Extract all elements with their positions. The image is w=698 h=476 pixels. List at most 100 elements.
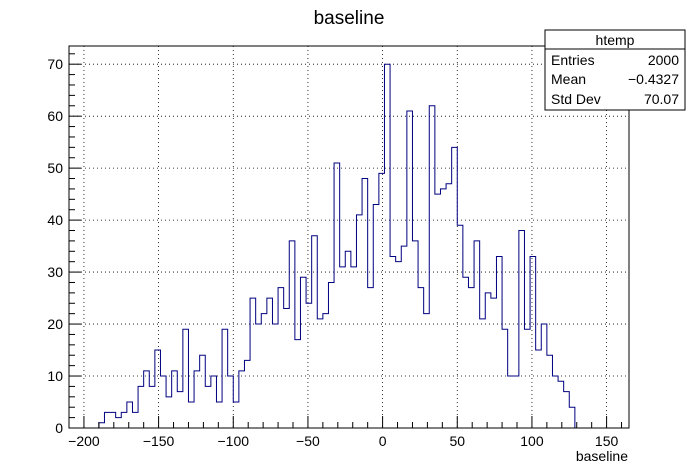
histogram-bin — [368, 288, 374, 428]
histogram-bin — [424, 314, 430, 428]
histogram-bin — [261, 314, 267, 428]
x-axis: −200 −150 −100 −50 0 50 100 150 — [68, 416, 623, 449]
histogram-bin — [429, 106, 435, 428]
histogram-bin — [116, 418, 122, 428]
histogram-bin — [256, 324, 262, 428]
x-tick-label: 50 — [449, 433, 465, 449]
histogram-bin — [457, 225, 463, 428]
y-tick-label: 20 — [47, 316, 63, 332]
histogram-bin — [530, 256, 536, 428]
histogram-bin — [362, 179, 368, 428]
histogram-bin — [569, 407, 575, 428]
histogram-bin — [356, 215, 362, 428]
histogram-bin — [194, 371, 200, 428]
histogram-bin — [334, 163, 340, 428]
plot-frame — [68, 45, 630, 429]
histogram-bin — [480, 319, 486, 428]
histogram-bin — [278, 288, 284, 428]
histogram-bin — [524, 329, 530, 428]
histogram-bin — [502, 329, 508, 428]
histogram-bin — [496, 256, 502, 428]
histogram-bin — [340, 267, 346, 428]
histogram-bin — [446, 184, 452, 428]
histogram-bin — [183, 329, 189, 428]
histogram-bin — [373, 205, 379, 428]
histogram-bin — [384, 64, 390, 428]
y-tick-label: 30 — [47, 264, 63, 280]
histogram-bin — [149, 386, 155, 428]
histogram-bin — [407, 111, 413, 428]
histogram-bin — [284, 308, 290, 428]
histogram-bin — [323, 314, 329, 428]
histogram-bin — [267, 298, 273, 428]
stats-mean-label: Mean — [551, 71, 586, 87]
histogram-bin — [491, 298, 497, 428]
stats-entries-value: 2000 — [648, 52, 679, 68]
stats-stddev-label: Std Dev — [551, 91, 601, 107]
y-tick-label: 70 — [47, 56, 63, 72]
x-tick-label: −200 — [68, 433, 100, 449]
x-tick-label: 0 — [379, 433, 387, 449]
histogram-line — [98, 63, 581, 429]
histogram-bin — [104, 412, 110, 428]
y-axis: 0 10 20 30 40 50 60 70 — [47, 53, 81, 436]
y-tick-label: 0 — [55, 420, 63, 436]
histogram — [98, 63, 581, 429]
histogram-bin — [345, 251, 351, 428]
x-tick-label: 150 — [595, 433, 619, 449]
histogram-bin — [468, 288, 474, 428]
histogram-bin — [317, 319, 323, 428]
histogram-bin — [138, 386, 144, 428]
histogram-bin — [351, 267, 357, 428]
histogram-bin — [155, 350, 161, 428]
histogram-bin — [216, 402, 222, 428]
x-tick-label: 100 — [520, 433, 544, 449]
x-tick-label: −100 — [217, 433, 249, 449]
x-axis-title: baseline — [576, 448, 628, 464]
histogram-bin — [166, 397, 172, 428]
histogram-bin — [435, 194, 441, 428]
histogram-bin — [110, 412, 116, 428]
histogram-bin — [440, 189, 446, 428]
histogram-bin — [552, 376, 558, 428]
histogram-bin — [239, 371, 245, 428]
histogram-bin — [474, 241, 480, 428]
histogram-bin — [233, 402, 239, 428]
histogram-bin — [312, 236, 318, 428]
histogram-bin — [547, 355, 553, 428]
histogram-bin — [295, 340, 301, 428]
histogram-bin — [379, 173, 385, 428]
stats-box-frame — [544, 29, 686, 111]
histogram-bin — [564, 392, 570, 428]
histogram-bin — [452, 147, 458, 428]
chart-title: baseline — [314, 8, 385, 29]
histogram-bin — [401, 246, 407, 428]
histogram-bin — [188, 402, 194, 428]
histogram-bin — [172, 371, 178, 428]
y-tick-label: 40 — [47, 212, 63, 228]
y-tick-label: 10 — [47, 368, 63, 384]
histogram-bin — [412, 241, 418, 428]
x-tick-label: −50 — [296, 433, 320, 449]
stats-box-title: htemp — [596, 32, 635, 48]
stats-stddev-value: 70.07 — [644, 91, 679, 107]
histogram-bin — [121, 412, 127, 428]
histogram-bin — [418, 288, 424, 428]
histogram-bin — [289, 241, 295, 428]
histogram-bin — [306, 303, 312, 428]
histogram-bin — [127, 402, 133, 428]
y-tick-label: 50 — [47, 160, 63, 176]
histogram-bin — [99, 423, 105, 428]
histogram-bin — [463, 277, 469, 428]
stats-box: htemp Entries 2000 Mean −0.4327 Std Dev … — [544, 29, 686, 111]
histogram-bin — [390, 256, 396, 428]
grid-lines — [69, 46, 629, 428]
histogram-bin — [222, 329, 228, 428]
histogram-bin — [513, 376, 519, 428]
histogram-bin — [272, 324, 278, 428]
histogram-bin — [541, 324, 547, 428]
y-tick-label: 60 — [47, 108, 63, 124]
histogram-bin — [250, 298, 256, 428]
histogram-bin — [536, 350, 542, 428]
